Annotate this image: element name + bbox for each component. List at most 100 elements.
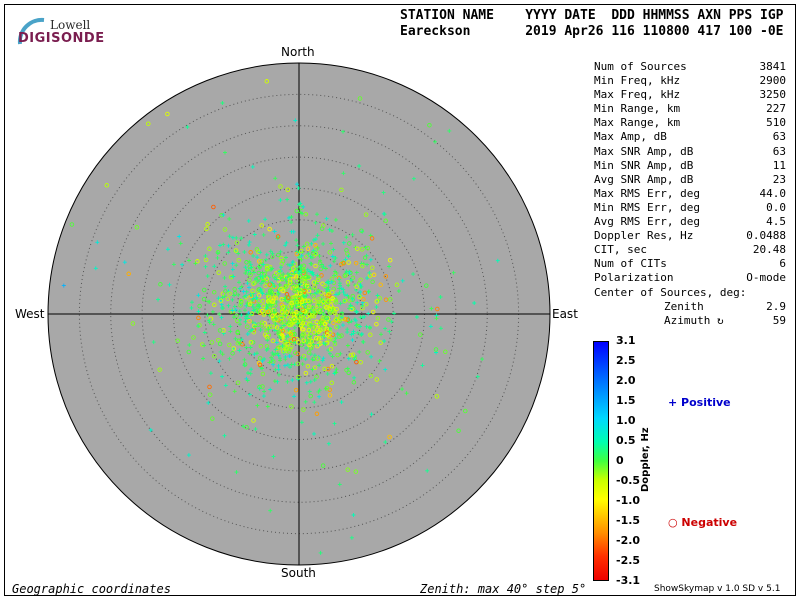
source-negative bbox=[443, 349, 448, 355]
source-negative bbox=[365, 350, 370, 355]
source-positive bbox=[190, 300, 194, 305]
source-positive bbox=[309, 241, 314, 246]
source-positive bbox=[375, 293, 380, 298]
source-positive bbox=[334, 370, 339, 375]
source-negative bbox=[316, 275, 321, 280]
source-positive bbox=[239, 284, 244, 289]
source-positive bbox=[301, 244, 306, 249]
source-positive bbox=[289, 215, 294, 219]
source-negative bbox=[298, 310, 303, 316]
source-positive bbox=[347, 306, 352, 311]
source-negative bbox=[283, 305, 288, 310]
source-positive bbox=[219, 302, 224, 307]
source-positive bbox=[374, 305, 379, 309]
source-positive bbox=[311, 237, 316, 242]
source-positive bbox=[276, 353, 281, 358]
stat-value: 63 bbox=[772, 130, 786, 144]
source-positive bbox=[281, 323, 286, 328]
source-positive bbox=[369, 412, 374, 417]
source-positive bbox=[258, 287, 263, 292]
source-positive bbox=[297, 202, 302, 207]
source-negative bbox=[287, 280, 293, 285]
source-positive bbox=[165, 247, 170, 252]
source-positive bbox=[433, 139, 437, 144]
source-positive bbox=[276, 363, 281, 368]
source-positive bbox=[350, 296, 355, 301]
source-positive bbox=[263, 217, 268, 222]
source-negative bbox=[367, 273, 373, 279]
source-positive bbox=[223, 150, 227, 155]
source-positive bbox=[321, 241, 326, 246]
source-negative bbox=[335, 352, 340, 358]
source-negative bbox=[247, 277, 252, 283]
source-negative bbox=[274, 315, 279, 320]
source-positive bbox=[254, 295, 259, 300]
source-negative bbox=[260, 298, 266, 304]
source-negative bbox=[353, 469, 359, 474]
source-negative bbox=[280, 348, 286, 354]
source-positive bbox=[249, 367, 254, 372]
source-positive bbox=[210, 309, 215, 314]
source-positive bbox=[220, 374, 225, 379]
source-positive bbox=[248, 371, 253, 376]
source-positive bbox=[338, 283, 342, 288]
source-positive bbox=[222, 275, 227, 280]
source-positive bbox=[245, 378, 250, 383]
colorbar-tick: 1.5 bbox=[616, 394, 636, 407]
source-positive bbox=[255, 255, 260, 260]
source-positive bbox=[306, 251, 311, 256]
source-negative bbox=[353, 260, 359, 266]
legend-positive: + Positive bbox=[668, 396, 731, 409]
stat-label: Max RMS Err, deg bbox=[594, 186, 700, 200]
source-positive bbox=[326, 279, 331, 284]
source-negative bbox=[456, 428, 461, 433]
source-negative bbox=[232, 286, 237, 292]
source-positive bbox=[351, 513, 356, 517]
source-negative bbox=[306, 285, 311, 290]
stat-value: 227 bbox=[766, 102, 786, 116]
source-positive bbox=[247, 259, 252, 264]
source-negative bbox=[328, 346, 334, 352]
source-positive bbox=[254, 276, 258, 281]
logo-text-digisonde: DIGISONDE bbox=[18, 31, 105, 46]
source-positive bbox=[258, 274, 263, 279]
source-negative bbox=[279, 255, 284, 261]
source-positive bbox=[196, 309, 201, 314]
source-positive bbox=[420, 363, 425, 368]
source-positive bbox=[396, 289, 401, 293]
source-positive bbox=[312, 353, 317, 358]
source-negative bbox=[329, 363, 335, 369]
source-positive bbox=[339, 400, 344, 405]
source-positive bbox=[284, 255, 288, 260]
source-negative bbox=[334, 313, 340, 318]
source-negative bbox=[288, 339, 294, 344]
source-negative bbox=[268, 324, 274, 329]
source-positive bbox=[358, 324, 363, 329]
source-positive bbox=[220, 295, 225, 300]
source-negative bbox=[348, 352, 354, 358]
source-positive bbox=[291, 229, 296, 234]
legend-negative: ○ Negative bbox=[668, 516, 738, 529]
source-negative bbox=[375, 315, 381, 321]
source-negative bbox=[273, 296, 279, 301]
source-negative bbox=[69, 222, 75, 227]
source-negative bbox=[261, 312, 267, 317]
source-positive bbox=[429, 306, 434, 311]
source-negative bbox=[273, 292, 278, 297]
source-positive bbox=[320, 358, 325, 363]
source-negative bbox=[331, 320, 336, 326]
source-negative bbox=[305, 246, 311, 251]
source-positive bbox=[122, 260, 127, 265]
source-positive bbox=[196, 324, 201, 329]
source-positive bbox=[247, 392, 252, 397]
source-positive bbox=[312, 431, 316, 436]
source-positive bbox=[283, 355, 288, 359]
source-negative bbox=[308, 393, 313, 399]
source-negative bbox=[312, 284, 317, 290]
source-positive bbox=[250, 327, 255, 332]
source-negative bbox=[304, 254, 309, 259]
source-positive bbox=[349, 332, 354, 337]
source-positive bbox=[61, 283, 66, 288]
source-negative bbox=[319, 226, 325, 231]
source-positive bbox=[321, 341, 326, 346]
